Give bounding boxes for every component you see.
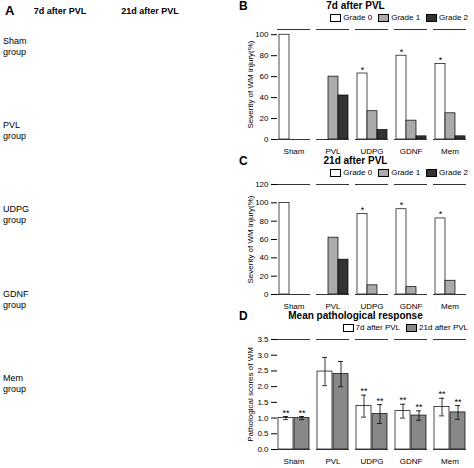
svg-text:PVL: PVL: [325, 147, 341, 155]
svg-text:**: **: [415, 402, 423, 412]
svg-text:**: **: [376, 396, 384, 406]
html-text:B: B: [239, 0, 248, 13]
html-text:PVL group: PVL group: [3, 120, 26, 141]
html-text:D: D: [239, 309, 248, 323]
svg-text:*: *: [400, 47, 404, 57]
svg-text:Severity of WM injury(%): Severity of WM injury(%): [246, 40, 255, 128]
svg-text:*: *: [361, 205, 365, 215]
svg-text:GDNF: GDNF: [400, 457, 423, 465]
html-text:Grade 2: Grade 2: [439, 13, 468, 22]
svg-text:*: *: [439, 55, 443, 65]
svg-text:100: 100: [255, 30, 269, 39]
svg-text:2.5: 2.5: [257, 366, 269, 375]
html-text:7d after PVL: 7d after PVL: [355, 323, 401, 332]
html-text:7d after PVL: 7d after PVL: [326, 0, 385, 11]
svg-text:0: 0: [264, 290, 269, 299]
svg-text:**: **: [438, 389, 446, 399]
svg-text:Sham: Sham: [284, 457, 305, 465]
svg-text:PVL: PVL: [325, 302, 341, 310]
svg-text:3.0: 3.0: [257, 351, 269, 360]
svg-text:80: 80: [260, 217, 269, 226]
svg-text:Mem: Mem: [441, 147, 459, 155]
html-text:GDNF group: GDNF group: [3, 288, 29, 310]
svg-text:Mem: Mem: [441, 457, 459, 465]
html-text:Grade 1: Grade 1: [391, 13, 421, 22]
html-text:Mem group: Mem group: [3, 372, 26, 394]
svg-text:2.0: 2.0: [257, 382, 269, 391]
html-text:C: C: [239, 154, 248, 168]
svg-text:0.5: 0.5: [257, 429, 269, 438]
svg-text:Severity of WM injury(%): Severity of WM injury(%): [246, 195, 255, 283]
svg-text:Sham: Sham: [284, 147, 305, 155]
svg-text:Mem: Mem: [441, 302, 459, 310]
svg-text:Sham: Sham: [284, 302, 305, 310]
svg-text:20: 20: [260, 272, 269, 281]
svg-text:**: **: [360, 386, 368, 396]
svg-text:*: *: [400, 200, 404, 210]
html-text:Grade 0: Grade 0: [343, 168, 373, 177]
html-text:Grade 1: Grade 1: [391, 168, 421, 177]
html-text:UDPG group: UDPG group: [3, 204, 29, 226]
svg-text:0: 0: [264, 135, 269, 144]
html-text:A: A: [5, 3, 15, 18]
html-text:7d after PVL: 7d after PVL: [33, 6, 87, 16]
svg-text:3.5: 3.5: [257, 335, 269, 344]
svg-text:80: 80: [260, 51, 269, 60]
svg-text:40: 40: [260, 253, 269, 262]
svg-text:120: 120: [255, 180, 269, 189]
html-text:Sham group: Sham group: [3, 35, 27, 57]
svg-text:GDNF: GDNF: [400, 147, 423, 155]
svg-text:*: *: [439, 209, 443, 219]
html-text:Mean pathological response: Mean pathological response: [288, 310, 423, 321]
svg-text:UDPG: UDPG: [360, 147, 383, 155]
svg-text:20: 20: [260, 114, 269, 123]
html-text:21d after PVL: 21d after PVL: [323, 155, 388, 166]
html-text:21d after PVL: 21d after PVL: [419, 323, 468, 332]
svg-text:**: **: [298, 408, 306, 418]
svg-text:40: 40: [260, 93, 269, 102]
svg-text:Pathological scores of WM: Pathological scores of WM: [246, 347, 255, 442]
svg-text:GDNF: GDNF: [400, 302, 423, 310]
svg-text:UDPG: UDPG: [360, 302, 383, 310]
svg-text:60: 60: [260, 235, 269, 244]
svg-text:*: *: [361, 65, 365, 75]
svg-text:1.5: 1.5: [257, 398, 269, 407]
svg-text:**: **: [282, 408, 290, 418]
svg-text:60: 60: [260, 72, 269, 81]
svg-text:UDPG: UDPG: [360, 457, 383, 465]
html-text:Grade 2: Grade 2: [439, 168, 468, 177]
svg-text:1.0: 1.0: [257, 414, 269, 423]
svg-text:0.0: 0.0: [257, 445, 269, 454]
html-text:21d after PVL: 21d after PVL: [121, 6, 179, 16]
svg-text:**: **: [399, 395, 407, 405]
svg-text:**: **: [454, 397, 462, 407]
html-text:Grade 0: Grade 0: [343, 13, 373, 22]
svg-text:100: 100: [255, 198, 269, 207]
svg-text:PVL: PVL: [325, 457, 341, 465]
